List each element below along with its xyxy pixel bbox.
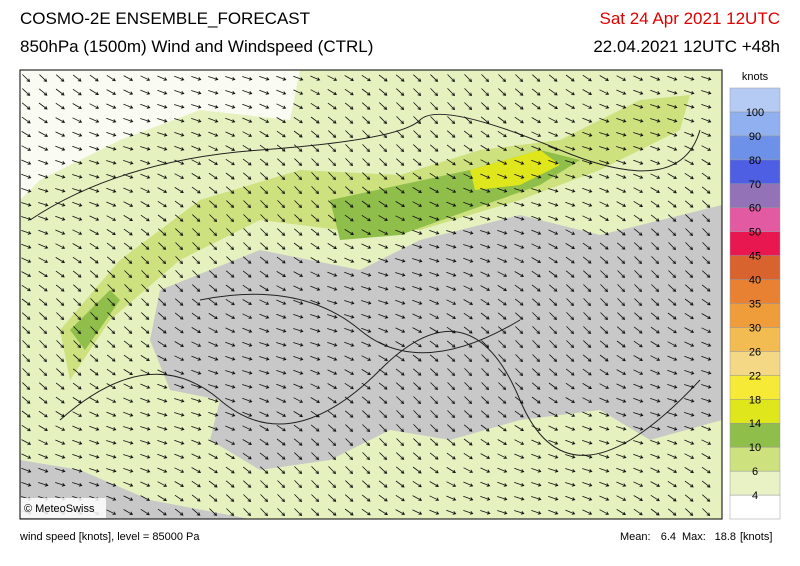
mean-value: 6.4 (661, 531, 676, 543)
footer-description: wind speed [knots], level = 85000 Pa (19, 531, 200, 543)
unit: [knots] (740, 531, 772, 543)
valid-time: Sat 24 Apr 2021 12UTC (599, 9, 780, 28)
map-frame (19, 69, 723, 520)
wind-max (470, 150, 560, 190)
legend-label: 4 (752, 490, 758, 502)
legend-label: 26 (749, 346, 761, 358)
legend-label: 100 (746, 107, 764, 119)
legend-label: 22 (749, 370, 761, 382)
legend: 4 6 10 14 18 22 26 30 35 40 45 50 60 70 80 90 100 (729, 87, 781, 520)
legend-unit: knots (742, 71, 769, 83)
mean-label: Mean: (620, 531, 651, 543)
copyright: © MeteoSwiss (24, 503, 95, 515)
legend-label: 40 (749, 275, 761, 287)
max-value: 18.8 (715, 531, 736, 543)
map: © MeteoSwiss (20, 70, 722, 519)
legend-label: 18 (749, 394, 761, 406)
calm-area (20, 70, 300, 200)
legend-label: 10 (749, 442, 761, 454)
run-time: 22.04.2021 12UTC +48h (593, 37, 780, 56)
legend-label: 6 (752, 466, 758, 478)
legend-label: 45 (749, 251, 761, 263)
alps-area (150, 205, 722, 470)
legend-label: 30 (749, 322, 761, 334)
legend-label: 70 (749, 179, 761, 191)
legend-label: 35 (749, 299, 761, 311)
wind-arrows (21, 74, 712, 517)
legend-label: 80 (749, 155, 761, 167)
legend-swatch (729, 87, 781, 113)
wind-core (70, 290, 120, 350)
legend-label: 60 (749, 203, 761, 215)
subtitle: 850hPa (1500m) Wind and Windspeed (CTRL) (20, 37, 373, 56)
border (29, 113, 701, 456)
legend-label: 50 (749, 227, 761, 239)
title: COSMO-2E ENSEMBLE_FORECAST (20, 9, 310, 28)
wind-arrow (21, 74, 712, 517)
legend-label: 14 (749, 418, 761, 430)
max-label: Max: (682, 531, 706, 543)
copyright-bg (20, 498, 106, 518)
legend-label: 90 (749, 131, 761, 143)
